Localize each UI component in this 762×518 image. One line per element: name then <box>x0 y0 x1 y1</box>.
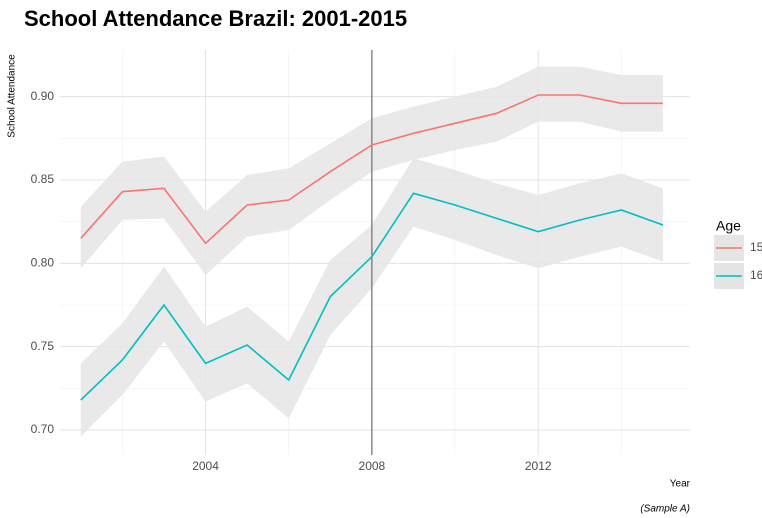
y-tick-label: 0.75 <box>31 339 55 353</box>
caption: (Sample A) <box>640 504 690 515</box>
chart-title: School Attendance Brazil: 2001-2015 <box>24 6 407 31</box>
x-tick-label: 2004 <box>192 459 219 473</box>
series-line <box>80 192 664 401</box>
y-axis-label: School Attendance <box>7 54 18 138</box>
x-axis-label: Year <box>670 479 691 490</box>
y-tick-label: 0.85 <box>31 172 55 186</box>
legend-title: Age <box>716 218 741 234</box>
x-tick-label: 2008 <box>359 459 386 473</box>
legend-label: 16 <box>750 268 762 282</box>
y-tick-label: 0.70 <box>31 422 55 436</box>
x-tick-label: 2012 <box>525 459 552 473</box>
y-tick-label: 0.90 <box>31 89 55 103</box>
legend-label: 15 <box>750 240 762 254</box>
series-line <box>80 94 663 245</box>
confidence-band <box>80 158 663 437</box>
y-tick-label: 0.80 <box>31 256 55 270</box>
